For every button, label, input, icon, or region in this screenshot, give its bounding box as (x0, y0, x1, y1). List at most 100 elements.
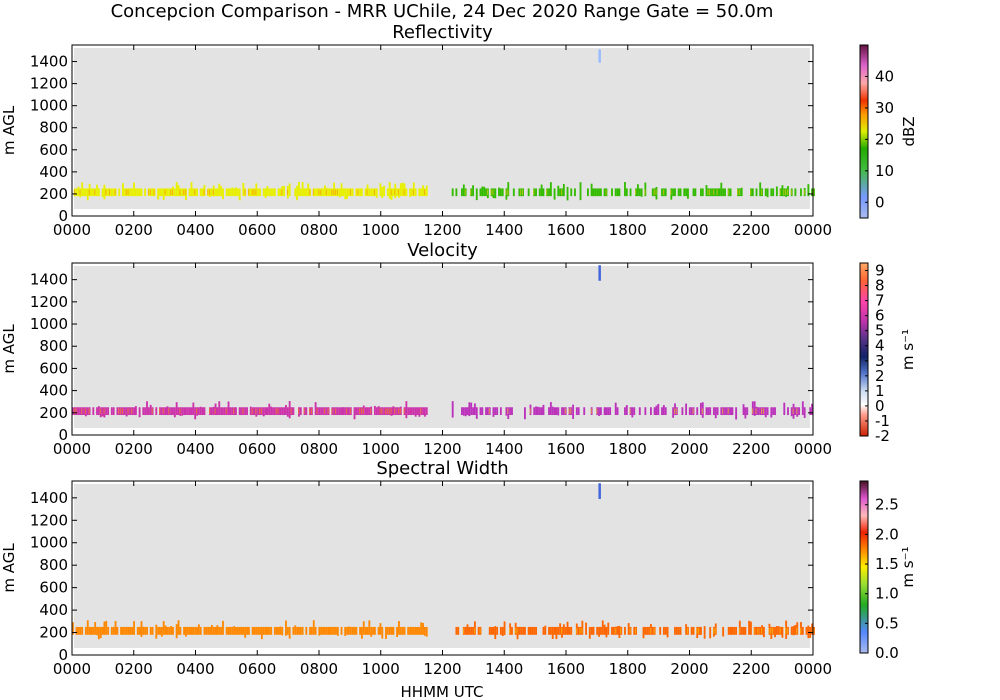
y-tick-label: 200 (39, 404, 68, 422)
echo-column (246, 407, 248, 416)
echo-column (214, 188, 217, 197)
echo-column (629, 188, 632, 197)
echo-column (375, 407, 378, 416)
echo-column-accent (692, 408, 694, 414)
y-axis-label: m AGL (0, 105, 18, 155)
echo-column (757, 407, 760, 416)
echo-column-accent (787, 189, 789, 196)
echo-column (372, 626, 374, 635)
echo-column (349, 626, 352, 635)
echo-column-accent (701, 408, 703, 414)
echo-column (322, 407, 324, 416)
echo-column-accent (81, 408, 83, 414)
echo-column (662, 405, 665, 416)
echo-column (177, 407, 180, 416)
echo-column (227, 188, 230, 197)
echo-column-accent (750, 189, 752, 196)
echo-column (611, 188, 613, 197)
echo-column (110, 407, 113, 416)
echo-column (286, 626, 289, 635)
echo-column (475, 188, 478, 201)
echo-column (501, 626, 504, 637)
y-tick-label: 400 (39, 601, 68, 619)
echo-column (235, 187, 237, 197)
echo-column (212, 406, 215, 416)
echo-column (681, 407, 684, 416)
echo-column (492, 626, 495, 635)
echo-column-accent (197, 628, 199, 634)
echo-column (583, 407, 586, 416)
echo-column-accent (516, 628, 518, 634)
x-tick-label: 1400 (485, 660, 523, 678)
panel-title: Reflectivity (392, 22, 493, 43)
x-axis-label: HHMM UTC (401, 683, 484, 700)
echo-column-accent (203, 189, 205, 196)
echo-column-accent (635, 628, 637, 634)
echo-column-accent (88, 189, 90, 196)
echo-column-accent (331, 628, 333, 634)
echo-column (662, 626, 665, 635)
echo-column (183, 626, 186, 635)
echo-column (246, 626, 248, 635)
echo-column (562, 407, 565, 416)
echo-column (301, 181, 304, 197)
echo-column (592, 188, 595, 197)
echo-column (197, 407, 200, 416)
echo-column-accent (105, 189, 107, 196)
echo-column (451, 188, 454, 197)
echo-column (473, 403, 476, 416)
echo-column (403, 626, 406, 635)
echo-column (607, 622, 610, 635)
echo-column (618, 625, 621, 639)
echo-column (807, 625, 810, 639)
echo-column (75, 188, 78, 197)
colorbar-tick-label: 2.5 (875, 496, 899, 514)
echo-column (136, 626, 139, 635)
x-tick-label: 0600 (238, 440, 276, 458)
echo-column (759, 407, 762, 416)
y-tick-label: 1000 (30, 534, 68, 552)
echo-column (316, 188, 319, 197)
echo-column (477, 626, 480, 635)
colorbar-tick-label: 20 (875, 130, 894, 148)
echo-column (675, 626, 678, 635)
echo-column (166, 406, 169, 416)
echo-column (175, 402, 178, 416)
echo-column (603, 188, 606, 197)
echo-column (142, 407, 145, 416)
echo-column (551, 626, 554, 639)
echo-column (805, 626, 808, 635)
echo-column-accent (488, 408, 490, 414)
echo-column (201, 188, 204, 197)
echo-column (598, 407, 600, 417)
echo-column (412, 182, 415, 197)
echo-column (716, 407, 719, 416)
echo-column (231, 626, 234, 635)
echo-column-accent (309, 408, 311, 414)
echo-column (327, 188, 330, 197)
echo-column (679, 188, 682, 197)
echo-column-accent (118, 408, 120, 414)
echo-column (527, 626, 530, 635)
echo-column (727, 626, 730, 635)
echo-column (372, 188, 374, 197)
echo-column-accent (751, 408, 753, 414)
colorbar-tick-label: 1 (875, 382, 885, 400)
echo-column (222, 620, 224, 635)
echo-column (772, 407, 775, 416)
echo-column-accent (318, 189, 320, 196)
echo-column-accent (92, 628, 94, 634)
echo-column-accent (179, 628, 181, 634)
echo-column (605, 407, 608, 416)
echo-column (685, 403, 688, 416)
echo-column-accent (316, 408, 318, 414)
x-tick-label: 1600 (547, 660, 585, 678)
echo-column (425, 185, 428, 197)
echo-column (103, 184, 106, 200)
echo-column (496, 626, 499, 635)
echo-column (614, 188, 617, 197)
echo-column (731, 407, 734, 416)
echo-column (735, 407, 738, 420)
echo-column-accent (385, 408, 387, 414)
echo-column (672, 407, 675, 418)
